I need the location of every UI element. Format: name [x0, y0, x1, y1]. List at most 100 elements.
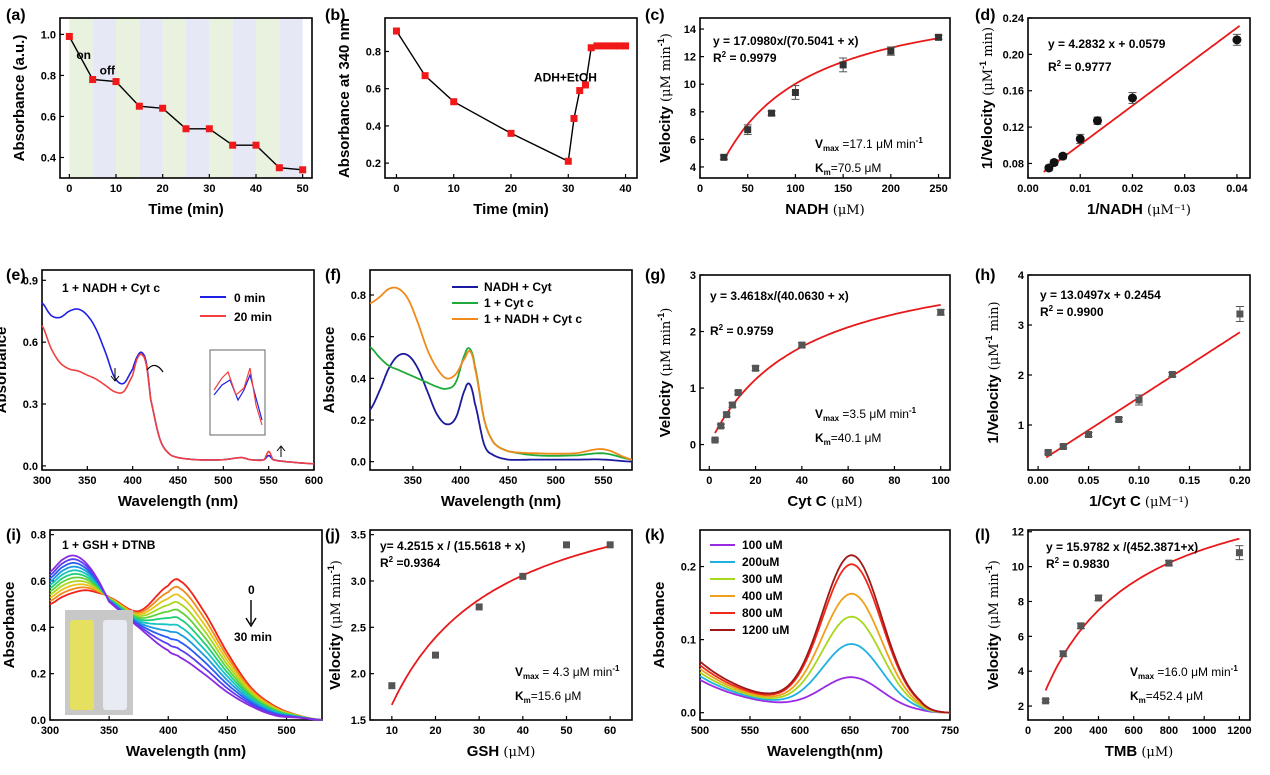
- data-point: [252, 141, 260, 149]
- x-tick-label: 400: [159, 725, 177, 737]
- x-axis-title: NADH (μM): [785, 201, 864, 218]
- fit-curve: [723, 37, 939, 161]
- panel-label: (g): [645, 267, 665, 284]
- plot-frame: [1027, 17, 1251, 179]
- fit-equation: y= 4.2515 x / (15.5618 + x): [380, 539, 525, 553]
- data-point: [593, 42, 601, 50]
- data-point: [1115, 416, 1123, 423]
- y-tick-label: 0.6: [41, 111, 56, 123]
- y-axis-title: Velocity (μM min-1): [656, 308, 674, 438]
- spectrum-line: [49, 554, 323, 721]
- x-tick-label: 400: [451, 475, 469, 487]
- plot-frame: [49, 529, 323, 721]
- data-point: [1049, 158, 1059, 168]
- y-tick-label: 0.08: [1003, 158, 1024, 170]
- x-tick-label: 550: [594, 475, 612, 487]
- data-point: [564, 157, 572, 165]
- km-label: Km=40.1 μM: [815, 431, 881, 447]
- x-tick-label: 80: [888, 475, 900, 487]
- y-tick-label: 0.8: [41, 70, 56, 82]
- data-point: [887, 47, 895, 55]
- x-axis-title: 1/NADH (μM⁻¹): [1087, 201, 1191, 218]
- data-point: [1135, 396, 1143, 404]
- x-axis-title: Cyt C (μM): [787, 493, 862, 510]
- r-squared: R2 =0.9364: [380, 555, 440, 570]
- x-tick-label: 50: [742, 183, 754, 195]
- x-tick-label: 0: [66, 183, 72, 195]
- data-point: [388, 682, 396, 690]
- y-tick-label: 2: [1018, 701, 1024, 713]
- y-tick-label: 0.6: [31, 576, 46, 588]
- panel-i: (i) 300 350 400 450 500 0.0 0.2 0.4 0.6 0.8 Wavelen…: [1, 527, 323, 760]
- y-tick-label: 0.2: [351, 415, 366, 427]
- legend-label: 100 uM: [742, 538, 783, 552]
- time-band: [256, 18, 280, 178]
- data-point: [89, 76, 97, 84]
- spectrum-line: [49, 569, 323, 721]
- y-tick-label: 1: [690, 383, 696, 395]
- x-tick-label: 10: [110, 183, 122, 195]
- fit-equation: y = 17.0980x/(70.5041 + x): [713, 34, 858, 48]
- x-tick-label: 0.15: [1179, 475, 1200, 487]
- data-point: [937, 308, 945, 316]
- x-tick-label: 450: [499, 475, 517, 487]
- y-tick-label: 0.12: [1003, 122, 1024, 134]
- legend-label: NADH + Cyt: [484, 280, 552, 294]
- legend-label: 800 uM: [742, 606, 783, 620]
- x-tick-label: 400: [123, 475, 141, 487]
- inset-line: [213, 367, 263, 426]
- data-point: [182, 125, 190, 133]
- data-point: [1085, 431, 1093, 438]
- plot-frame: [369, 529, 633, 721]
- spectrum-line: [369, 346, 633, 461]
- y-tick-label: 2: [1018, 370, 1024, 382]
- r-squared: R2 = 0.9777: [1048, 59, 1112, 74]
- y-tick-label: 10: [1012, 562, 1024, 574]
- spectrum-line: [699, 554, 951, 714]
- y-tick-label: 6: [690, 134, 696, 146]
- data-point: [839, 61, 847, 69]
- spectrum-line: [49, 565, 323, 721]
- panel-label: (f): [325, 267, 341, 284]
- x-tick-label: 800: [1160, 725, 1178, 737]
- panel-label: (k): [645, 527, 665, 544]
- x-axis-title: GSH (μM): [467, 743, 536, 760]
- x-tick-label: 40: [796, 475, 808, 487]
- y-tick-label: 4: [1018, 666, 1025, 678]
- x-tick-label: 40: [619, 183, 631, 195]
- data-point: [622, 42, 630, 50]
- legend-label: 1 + Cyt c: [484, 296, 534, 310]
- x-tick-label: 20: [157, 183, 169, 195]
- panel-b: (b) 0 10 20 30 40 0.2 0.4 0.6 0.8 Time (min) Absorb…: [325, 7, 638, 218]
- y-tick-label: 0.4: [366, 121, 382, 133]
- data-point: [205, 125, 213, 133]
- time-band: [92, 18, 116, 178]
- data-point: [610, 42, 618, 50]
- spectrum-line: [699, 676, 951, 714]
- data-point: [570, 114, 578, 122]
- x-tick-label: 20: [749, 475, 761, 487]
- y-tick-label: 8: [1018, 596, 1024, 608]
- data-point: [752, 364, 760, 372]
- data-point: [1094, 594, 1102, 602]
- y-axis-title: Absorbance (a.u.): [11, 35, 28, 162]
- chart-title: 1 + GSH + DTNB: [62, 538, 156, 552]
- y-tick-label: 0.9: [23, 275, 38, 287]
- x-tick-label: 400: [1089, 725, 1107, 737]
- plot-frame: [384, 17, 638, 179]
- time-band: [162, 18, 186, 178]
- x-tick-label: 100: [786, 183, 804, 195]
- x-tick-label: 500: [547, 475, 565, 487]
- panel-label: (d): [975, 7, 995, 24]
- plot-frame: [41, 269, 315, 471]
- y-tick-label: 3: [690, 270, 696, 282]
- x-tick-label: 600: [1125, 725, 1143, 737]
- y-tick-label: 0.16: [1003, 86, 1024, 98]
- y-tick-label: 0.8: [351, 290, 366, 302]
- y-tick-label: 0.0: [681, 708, 696, 720]
- x-tick-label: 1000: [1192, 725, 1216, 737]
- y-tick-label: 1.0: [41, 29, 56, 41]
- annotation: on: [76, 48, 91, 62]
- x-tick-label: 0.10: [1128, 475, 1149, 487]
- y-tick-label: 4: [690, 162, 697, 174]
